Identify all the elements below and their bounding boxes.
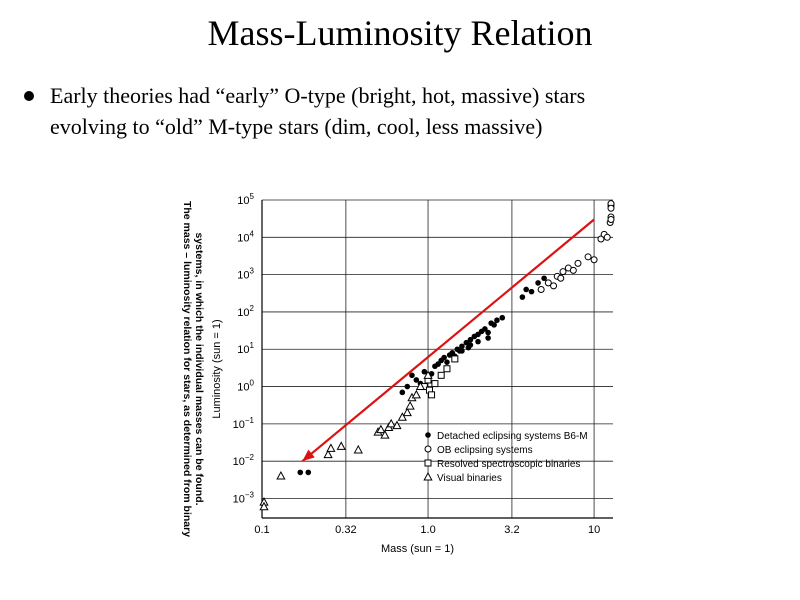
data-point-series-0 [441, 354, 447, 361]
data-point-series-2 [428, 391, 436, 399]
legend-entry: Resolved spectroscopic binaries [437, 459, 580, 470]
data-point-series-2 [451, 355, 459, 363]
data-point-series-3 [423, 370, 433, 379]
data-point-series-1 [569, 266, 577, 274]
legend-entry: Visual binaries [437, 473, 502, 484]
data-point-series-1 [597, 235, 605, 243]
data-point-series-0 [482, 326, 488, 332]
data-point-series-0 [467, 342, 474, 348]
data-point-series-3 [392, 420, 402, 430]
data-point-series-0 [535, 280, 541, 286]
annotation-arrow-line [301, 218, 595, 463]
y-tick-label: 102 [237, 304, 254, 319]
data-point-series-2 [437, 371, 445, 379]
data-point-series-3 [405, 401, 415, 410]
data-point-series-1 [574, 259, 582, 267]
data-point-series-0 [494, 317, 500, 324]
data-point-series-2 [443, 365, 451, 373]
data-point-series-1 [590, 256, 598, 264]
data-point-series-0 [519, 294, 526, 300]
data-point-series-0 [459, 348, 465, 354]
data-point-series-3 [415, 381, 426, 391]
y-tick-label: 105 [237, 192, 254, 207]
data-point-series-0 [463, 339, 470, 346]
data-point-series-1 [584, 253, 592, 261]
mass-luminosity-chart: 0.1 0.32 1.0 3.2 10 105 104 103 102 101 100 10−1 10−… [170, 180, 620, 560]
data-point-series-0 [305, 469, 312, 476]
data-point-series-0 [528, 288, 535, 295]
data-point-series-3 [376, 424, 386, 434]
slide-title: Mass-Luminosity Relation [207, 13, 593, 53]
data-point-series-0 [467, 336, 474, 343]
x-tick-label: 1.0 [420, 524, 435, 536]
data-point-series-1 [537, 285, 545, 293]
data-point-series-3 [386, 418, 396, 428]
x-tick-label: 0.1 [254, 524, 269, 536]
data-point-series-0 [399, 389, 406, 396]
bullet-text: Early theories had “early” O-type (brigh… [50, 80, 790, 142]
bullet-dot-icon [24, 91, 34, 101]
data-point-series-3 [402, 407, 412, 417]
y-tick-label: 10−1 [233, 416, 255, 431]
figure-caption-line: The mass – luminosity relation for stars… [181, 201, 193, 537]
legend-marker [425, 432, 431, 438]
data-point-series-3 [336, 441, 346, 450]
bullet-line-2: evolving to “old” M-type stars (dim, coo… [50, 114, 543, 139]
data-point-series-3 [353, 444, 363, 454]
data-point-series-0 [475, 338, 481, 345]
y-tick-label: 101 [237, 341, 254, 356]
data-point-series-1 [544, 279, 552, 287]
legend-entry: OB eclipsing systems [437, 445, 533, 456]
data-point-series-0 [413, 377, 420, 383]
data-point-series-1 [557, 274, 565, 282]
data-point-series-0 [444, 359, 450, 365]
y-tick-label: 100 [237, 379, 254, 394]
data-point-series-0 [404, 383, 411, 390]
data-point-series-0 [459, 343, 465, 350]
data-point-series-3 [259, 501, 269, 511]
annotation-arrowhead-icon [302, 449, 315, 462]
data-point-series-3 [323, 449, 333, 459]
x-tick-label: 10 [588, 524, 600, 536]
y-axis-label: Luminosity (sun = 1) [211, 319, 223, 418]
x-axis-label: Mass (sun = 1) [381, 543, 454, 555]
y-tick-label: 10−2 [233, 453, 255, 468]
data-point-series-1 [603, 233, 611, 241]
legend-marker [423, 471, 433, 481]
data-point-series-1 [607, 216, 615, 224]
data-point-series-0 [485, 335, 491, 341]
data-point-series-1 [559, 268, 567, 276]
data-point-series-2 [431, 380, 439, 388]
legend-marker [424, 459, 432, 467]
x-tick-label: 3.2 [504, 524, 519, 536]
legend-entry: Detached eclipsing systems B6-M [437, 431, 588, 442]
y-tick-label: 103 [237, 267, 254, 282]
figure-caption-line: systems, in which the individual masses … [193, 232, 205, 505]
y-tick-label: 10−3 [233, 490, 255, 505]
data-point-series-0 [485, 329, 491, 336]
data-point-series-0 [491, 322, 497, 328]
chart-canvas: 0.1 0.32 1.0 3.2 10 105 104 103 102 101 100 10−1 10−… [181, 192, 615, 555]
data-point-series-3 [397, 412, 407, 421]
data-point-series-1 [607, 204, 615, 212]
y-tick-label: 104 [237, 229, 254, 244]
data-point-series-0 [523, 286, 529, 293]
data-point-series-0 [409, 372, 415, 379]
data-point-series-1 [550, 282, 558, 290]
data-point-series-3 [276, 470, 286, 480]
data-point-series-0 [499, 314, 506, 321]
bullet-line-1: Early theories had “early” O-type (brigh… [50, 83, 586, 108]
data-point-series-0 [297, 469, 304, 476]
legend-marker [424, 445, 432, 453]
x-tick-label: 0.32 [335, 524, 356, 536]
data-point-series-0 [541, 275, 547, 282]
data-point-series-3 [326, 443, 336, 452]
data-point-series-0 [421, 368, 428, 375]
data-point-series-3 [380, 430, 390, 439]
data-point-series-3 [411, 389, 421, 399]
